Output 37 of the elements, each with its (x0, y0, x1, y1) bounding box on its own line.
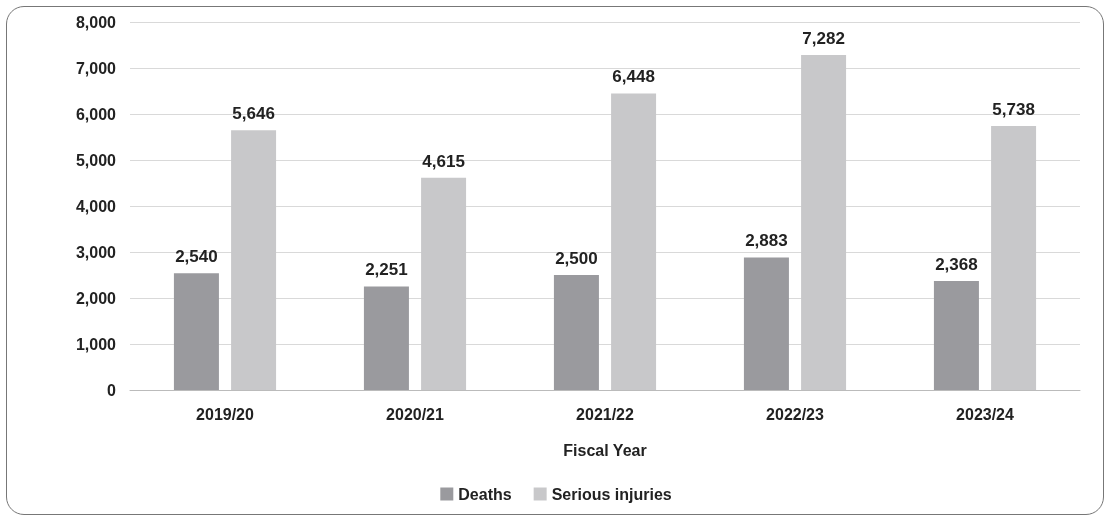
bar (611, 93, 657, 390)
data-label: 7,282 (802, 29, 845, 49)
data-label: 5,738 (992, 100, 1035, 120)
x-tick-label: 2023/24 (956, 405, 1015, 423)
legend-label: Serious injuries (551, 485, 672, 503)
data-label: 2,540 (175, 247, 218, 267)
x-axis-title: Fiscal Year (563, 441, 647, 459)
y-tick-label: 5,000 (75, 151, 117, 169)
data-label: 4,615 (422, 151, 465, 171)
data-label: 2,251 (365, 260, 408, 280)
bar (933, 281, 979, 390)
x-tick-label: 2020/21 (386, 405, 445, 423)
bar (991, 126, 1037, 390)
data-label: 2,883 (745, 231, 788, 251)
y-tick-label: 7,000 (75, 59, 117, 77)
bar (421, 177, 467, 390)
y-tick-label: 1,000 (75, 335, 117, 353)
data-label: 2,368 (935, 255, 978, 275)
x-tick-label: 2019/20 (196, 405, 255, 423)
data-label: 6,448 (612, 67, 655, 87)
y-tick-label: 6,000 (75, 105, 117, 123)
data-label: 2,500 (555, 249, 598, 268)
x-tick-label: 2022/23 (766, 405, 825, 423)
x-tick-label: 2021/22 (576, 405, 635, 423)
bar (173, 273, 219, 390)
data-label: 5,646 (232, 104, 275, 124)
bar (553, 275, 599, 390)
y-tick-label: 4,000 (75, 197, 117, 215)
bar (363, 286, 409, 390)
bar (231, 130, 277, 390)
bar (743, 257, 789, 390)
legend-label: Deaths (458, 485, 512, 503)
y-tick-label: 0 (107, 381, 117, 399)
y-tick-label: 8,000 (75, 13, 117, 31)
bar (801, 55, 847, 390)
y-tick-label: 2,000 (75, 289, 117, 307)
y-tick-label: 3,000 (75, 243, 117, 261)
